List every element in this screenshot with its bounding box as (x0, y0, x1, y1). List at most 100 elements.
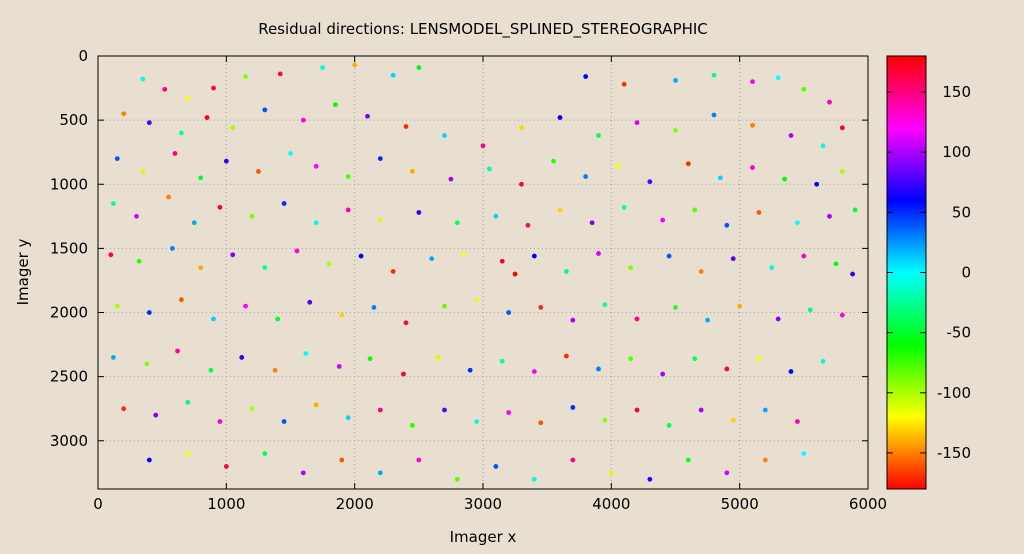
data-point (711, 72, 717, 78)
points (108, 62, 858, 482)
data-point (144, 361, 150, 367)
data-point (596, 366, 601, 372)
data-point (692, 356, 698, 362)
data-point (628, 265, 633, 271)
data-point (685, 161, 691, 167)
data-point (615, 163, 621, 169)
y-tick-label: 0 (78, 47, 88, 65)
data-point (852, 207, 858, 213)
data-point (435, 355, 441, 360)
data-point (114, 303, 120, 309)
x-tick-label: 3000 (464, 495, 502, 513)
data-point (589, 220, 595, 226)
data-point (602, 302, 608, 308)
data-point (272, 367, 278, 373)
x-axis-label: Imager x (450, 528, 517, 546)
data-point (333, 102, 338, 108)
data-point (583, 74, 589, 79)
data-point (211, 316, 216, 322)
data-point (162, 86, 168, 92)
data-point (262, 451, 268, 457)
data-point (442, 407, 447, 413)
data-point (474, 419, 479, 424)
data-point (756, 356, 762, 362)
data-point (769, 265, 775, 271)
data-point (762, 457, 768, 463)
data-point (136, 258, 142, 264)
data-point (377, 217, 383, 223)
data-point (531, 369, 537, 374)
data-point (660, 371, 666, 377)
data-point (277, 71, 283, 77)
data-point (782, 176, 787, 182)
data-point (256, 169, 261, 174)
data-point (377, 470, 383, 476)
data-point (303, 351, 309, 356)
x-tick-label: 6000 (849, 495, 887, 513)
data-point (801, 253, 807, 259)
data-point (634, 316, 640, 322)
data-point (172, 151, 178, 156)
data-point (487, 166, 492, 172)
data-point (307, 299, 313, 305)
data-point (493, 213, 499, 219)
data-point (724, 222, 730, 228)
data-point (839, 169, 845, 174)
data-point (410, 169, 415, 174)
data-point (223, 158, 229, 164)
data-point (454, 220, 460, 226)
data-point (313, 163, 319, 169)
data-point (801, 86, 807, 92)
data-point (564, 353, 569, 359)
data-point (570, 457, 576, 463)
data-point (243, 303, 248, 309)
data-point (121, 111, 127, 117)
data-point (756, 210, 762, 215)
data-point (512, 271, 518, 277)
data-point (730, 417, 736, 423)
data-point (647, 476, 653, 482)
data-point (313, 402, 319, 408)
data-point (223, 464, 229, 469)
data-point (698, 269, 704, 274)
data-point (506, 410, 512, 415)
data-point (198, 175, 204, 181)
data-point (467, 367, 473, 373)
data-point (410, 422, 415, 428)
data-point (673, 127, 678, 133)
data-point (300, 117, 306, 123)
data-point (390, 269, 396, 274)
data-point (108, 252, 114, 258)
data-point (698, 407, 704, 413)
y-axis-label: Imager y (14, 238, 32, 305)
data-point (146, 310, 152, 315)
data-point (185, 451, 191, 457)
colorbar-tick-label: -50 (947, 324, 972, 342)
data-point (775, 75, 781, 81)
data-point (390, 72, 396, 78)
data-point (230, 252, 236, 258)
y-tick-label: 2000 (50, 304, 88, 322)
colorbar-tick-label: 150 (942, 83, 971, 101)
x-tick-label: 4000 (592, 495, 630, 513)
data-point (801, 451, 807, 457)
data-point (788, 133, 794, 138)
x-tick-label: 0 (93, 495, 103, 513)
data-point (140, 169, 146, 174)
data-point (367, 356, 373, 362)
data-point (111, 201, 116, 206)
x-axis-ticks: 0 1000 2000 3000 4000 5000 6000 (93, 56, 887, 513)
colorbar-ticks: -150 -100 -50 0 50 100 150 (887, 83, 971, 462)
colorbar-tick-label: 50 (952, 203, 971, 221)
data-point (795, 419, 800, 424)
data-point (377, 156, 383, 162)
x-tick-label: 5000 (721, 495, 759, 513)
data-point (294, 248, 300, 254)
data-point (750, 165, 755, 170)
data-point (557, 207, 563, 213)
data-point (724, 366, 730, 372)
data-point (750, 79, 755, 85)
data-point (365, 113, 370, 119)
data-point (807, 307, 813, 313)
